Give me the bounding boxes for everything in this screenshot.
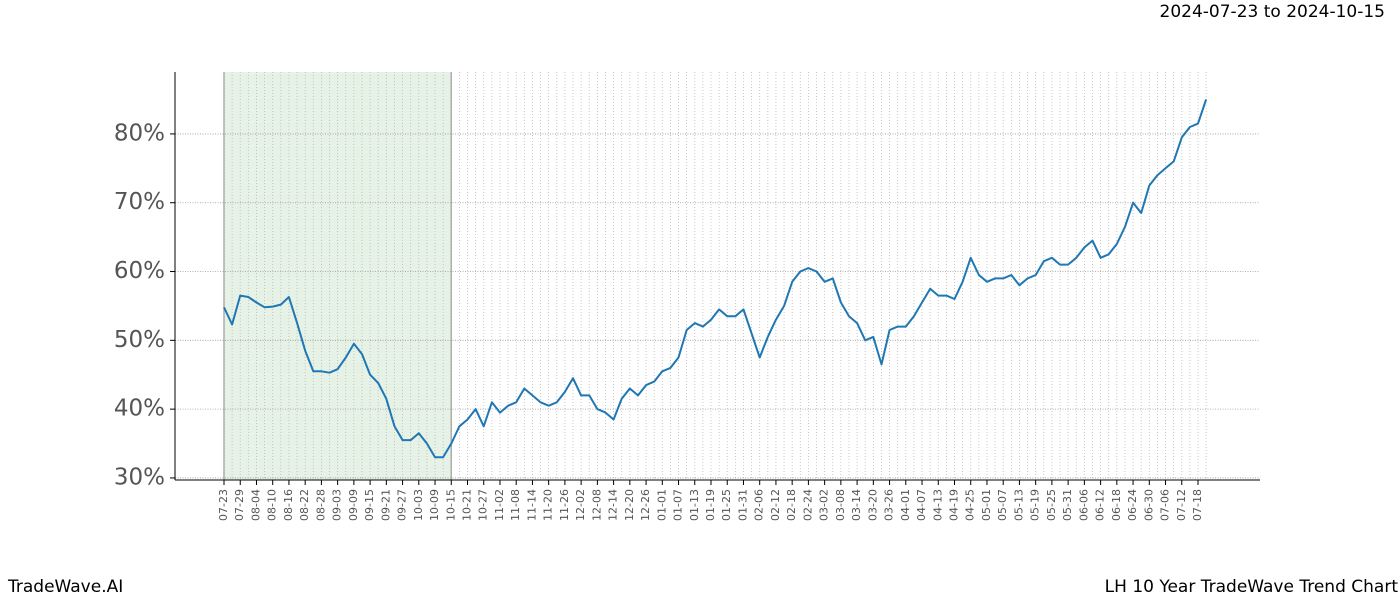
x-tick-label: 11-14 <box>525 489 538 521</box>
x-tick-label: 05-01 <box>980 489 993 521</box>
x-tick-label: 02-12 <box>769 489 782 521</box>
x-tick-label: 07-12 <box>1175 489 1188 521</box>
trend-line <box>223 99 1208 459</box>
x-tick-label: 09-09 <box>347 489 360 521</box>
x-tick-label: 11-20 <box>542 489 555 521</box>
x-tick-label: 12-14 <box>607 489 620 521</box>
x-tick-label: 04-13 <box>931 489 944 521</box>
x-tick-label: 12-20 <box>623 489 636 521</box>
x-tick-label: 08-28 <box>314 489 327 521</box>
x-tick-label: 01-19 <box>704 489 717 521</box>
x-tick-label: 03-08 <box>834 489 847 521</box>
x-tick-label: 01-31 <box>736 489 749 521</box>
x-tick-label: 07-29 <box>233 489 246 521</box>
x-tick-label: 09-15 <box>363 489 376 521</box>
x-tick-label: 03-20 <box>866 489 879 521</box>
x-tick-label: 01-13 <box>688 489 701 521</box>
x-tick-label: 05-19 <box>1029 489 1042 521</box>
y-tick-label: 40% <box>114 396 165 422</box>
x-tick-label: 04-19 <box>948 489 961 521</box>
x-tick-label: 08-16 <box>282 489 295 521</box>
x-tick-label: 04-01 <box>899 489 912 521</box>
x-tick-label: 12-02 <box>574 489 587 521</box>
y-tick-label: 60% <box>114 258 165 284</box>
x-tick-label: 05-07 <box>996 489 1009 521</box>
x-tick-label: 11-26 <box>558 489 571 521</box>
x-tick-label: 08-10 <box>266 489 279 521</box>
x-tick-label: 11-08 <box>509 489 522 521</box>
x-tick-label: 02-06 <box>753 489 766 521</box>
x-tick-label: 12-08 <box>590 489 603 521</box>
x-tick-label: 03-14 <box>850 489 863 521</box>
x-tick-label: 04-25 <box>964 489 977 521</box>
x-tick-label: 07-06 <box>1159 489 1172 521</box>
x-tick-label: 10-21 <box>461 489 474 521</box>
x-tick-label: 12-26 <box>639 489 652 521</box>
x-tick-label: 01-01 <box>655 489 668 521</box>
y-tick-label: 50% <box>114 327 165 353</box>
x-tick-label: 01-25 <box>720 489 733 521</box>
x-tick-label: 07-18 <box>1191 489 1204 521</box>
x-tick-label: 06-24 <box>1126 489 1139 521</box>
x-tick-label: 06-30 <box>1142 489 1155 521</box>
x-tick-label: 01-07 <box>672 489 685 521</box>
date-range: 2024-07-23 to 2024-10-15 <box>1160 2 1385 22</box>
x-tick-label: 10-03 <box>412 489 425 521</box>
x-tick-label: 09-03 <box>331 489 344 521</box>
y-tick-label: 80% <box>114 120 165 146</box>
x-tick-label: 06-12 <box>1094 489 1107 521</box>
y-tick-label: 70% <box>114 189 165 215</box>
x-tick-label: 02-18 <box>785 489 798 521</box>
x-tick-label: 05-25 <box>1045 489 1058 521</box>
chart-title: LH 10 Year TradeWave Trend Chart <box>1105 577 1399 597</box>
x-tick-label: 10-15 <box>444 489 457 521</box>
y-tick-label: 30% <box>114 464 165 490</box>
x-tick-label: 10-09 <box>428 489 441 521</box>
x-tick-label: 05-13 <box>1012 489 1025 521</box>
x-tick-label: 09-21 <box>379 489 392 521</box>
watermark: TradeWave.AI <box>7 577 123 597</box>
x-tick-label: 08-04 <box>249 489 262 521</box>
x-tick-label: 06-18 <box>1110 489 1123 521</box>
x-tick-label: 04-07 <box>915 489 928 521</box>
x-tick-label: 03-02 <box>818 489 831 521</box>
x-tick-label: 02-24 <box>801 489 814 521</box>
x-tick-label: 10-27 <box>477 489 490 521</box>
x-tick-label: 03-26 <box>883 489 896 521</box>
x-tick-label: 07-23 <box>217 489 230 521</box>
x-tick-label: 09-27 <box>396 489 409 521</box>
x-tick-label: 06-06 <box>1077 489 1090 521</box>
x-tick-label: 05-31 <box>1061 489 1074 521</box>
x-tick-label: 08-22 <box>298 489 311 521</box>
x-tick-label: 11-02 <box>493 489 506 521</box>
